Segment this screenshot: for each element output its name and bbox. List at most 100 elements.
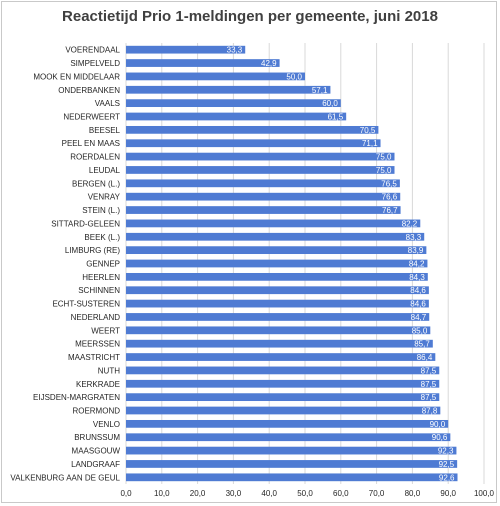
data-label: 92,6	[439, 473, 455, 482]
category-label: PEEL EN MAAS	[62, 139, 120, 148]
category-label: SITTARD-GELEEN	[51, 219, 120, 228]
category-label: MAASGOUW	[72, 447, 121, 456]
bar	[126, 353, 436, 361]
bar	[126, 112, 347, 121]
bar	[126, 99, 341, 108]
category-label: NEDERWEERT	[63, 113, 120, 122]
x-tick-label: 40,0	[261, 489, 277, 498]
data-label: 76,6	[382, 193, 398, 202]
category-label: VAALS	[95, 99, 120, 108]
category-label: NUTH	[98, 366, 120, 375]
category-label: LIMBURG (RE)	[65, 246, 120, 255]
bar	[126, 179, 400, 188]
category-label: MAASTRICHT	[68, 353, 120, 362]
bar	[126, 232, 425, 241]
category-label: BEESEL	[89, 126, 121, 135]
category-label: KERKRADE	[76, 380, 120, 389]
bar	[126, 139, 381, 148]
data-label: 84,2	[409, 260, 425, 269]
bar	[126, 339, 433, 348]
bar	[126, 192, 401, 201]
bar	[126, 219, 421, 228]
data-label: 85,0	[412, 326, 428, 335]
category-label: HEERLEN	[82, 273, 120, 282]
data-label: 85,7	[414, 340, 430, 349]
category-label: VENRAY	[88, 193, 121, 202]
category-label: BERGEN (L.)	[72, 179, 120, 188]
data-label: 84,6	[410, 286, 426, 295]
data-label: 90,0	[430, 420, 446, 429]
x-tick-label: 10,0	[154, 489, 170, 498]
category-label: LANDGRAAF	[71, 460, 120, 469]
bar	[126, 446, 457, 455]
x-tick-label: 0,0	[120, 489, 132, 498]
data-label: 61,5	[328, 113, 344, 122]
category-label: BRUNSSUM	[74, 433, 120, 442]
x-tick-label: 80,0	[405, 489, 421, 498]
data-label: 71,1	[362, 139, 378, 148]
data-label: 76,7	[382, 206, 398, 215]
value-labels: 33,3 42,9 50,0 57,1 60,0 61,5 70,5 71,1 75,0 75,0…	[227, 46, 455, 483]
data-label: 83,3	[406, 233, 422, 242]
category-label: WEERT	[91, 326, 120, 335]
data-label: 70,5	[360, 126, 376, 135]
data-label: 50,0	[286, 72, 302, 81]
category-label: ECHT-SUSTEREN	[52, 300, 120, 309]
bar	[126, 379, 440, 388]
category-label: ROERDALEN	[70, 153, 120, 162]
bar	[126, 72, 305, 81]
bar	[126, 366, 440, 375]
bar	[126, 85, 331, 94]
bar	[126, 419, 449, 428]
data-label: 84,7	[411, 313, 427, 322]
data-label: 86,4	[417, 353, 433, 362]
category-label: ONDERBANKEN	[58, 86, 120, 95]
bar	[126, 45, 246, 54]
category-label: VENLO	[93, 420, 120, 429]
data-label: 87,8	[422, 407, 438, 416]
bar	[126, 473, 458, 482]
category-labels: VOERENDAAL SIMPELVELD MOOK EN MIDDELAAR OND…	[10, 46, 120, 483]
category-label: GENNEP	[86, 260, 120, 269]
x-tick-label: 20,0	[190, 489, 206, 498]
bar	[126, 259, 428, 268]
x-tick-label: 60,0	[333, 489, 349, 498]
x-tick-label: 100,0	[474, 489, 495, 498]
category-label: SCHINNEN	[78, 286, 120, 295]
data-label: 75,0	[376, 166, 392, 175]
category-label: VALKENBURG AAN DE GEUL	[10, 473, 120, 482]
bar	[126, 59, 280, 67]
bar	[126, 152, 395, 161]
bar	[126, 166, 395, 174]
category-label: MEERSSEN	[75, 340, 120, 349]
data-label: 84,6	[410, 300, 426, 309]
bar	[126, 246, 427, 255]
data-label: 87,5	[421, 380, 437, 389]
data-label: 60,0	[322, 99, 338, 108]
category-label: EIJSDEN-MARGRATEN	[33, 393, 120, 402]
bar	[126, 433, 451, 442]
data-label: 92,5	[439, 460, 455, 469]
data-label: 76,5	[381, 179, 397, 188]
data-label: 92,3	[438, 447, 454, 456]
bar	[126, 393, 440, 402]
x-tick-label: 90,0	[440, 489, 456, 498]
data-label: 57,1	[312, 86, 328, 95]
data-label: 42,9	[261, 59, 277, 68]
bar	[126, 299, 429, 308]
data-label: 84,3	[409, 273, 425, 282]
bar-layer	[126, 45, 458, 482]
bar	[126, 406, 441, 415]
data-label: 75,0	[376, 153, 392, 162]
x-tick-label: 70,0	[369, 489, 385, 498]
data-label: 87,5	[421, 366, 437, 375]
bar	[126, 460, 458, 468]
bar	[126, 125, 379, 134]
category-label: STEIN (L.)	[82, 206, 120, 215]
bar	[126, 272, 428, 281]
category-label: LEUDAL	[89, 166, 121, 175]
category-label: ROERMOND	[72, 407, 120, 416]
data-label: 33,3	[227, 46, 243, 55]
category-label: SIMPELVELD	[70, 59, 120, 68]
